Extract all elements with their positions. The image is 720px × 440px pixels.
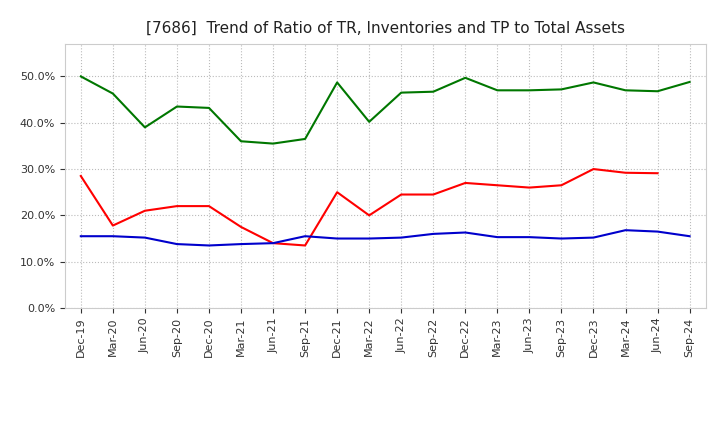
Trade Payables — [397, 90, 405, 95]
Inventories — [621, 227, 630, 233]
Inventories — [140, 235, 149, 240]
Trade Payables — [204, 105, 213, 110]
Line: Inventories: Inventories — [81, 230, 690, 246]
Inventories — [204, 243, 213, 248]
Trade Payables — [269, 141, 277, 146]
Inventories — [653, 229, 662, 234]
Inventories — [397, 235, 405, 240]
Trade Payables — [301, 136, 310, 142]
Line: Trade Receivables: Trade Receivables — [81, 169, 657, 246]
Inventories — [493, 235, 502, 240]
Trade Payables — [237, 139, 246, 144]
Line: Trade Payables: Trade Payables — [81, 77, 690, 143]
Trade Payables — [76, 74, 85, 79]
Trade Receivables — [557, 183, 566, 188]
Inventories — [237, 242, 246, 247]
Inventories — [301, 234, 310, 239]
Trade Receivables — [237, 224, 246, 230]
Trade Receivables — [429, 192, 438, 197]
Inventories — [333, 236, 341, 241]
Trade Payables — [109, 91, 117, 96]
Inventories — [589, 235, 598, 240]
Trade Receivables — [653, 171, 662, 176]
Title: [7686]  Trend of Ratio of TR, Inventories and TP to Total Assets: [7686] Trend of Ratio of TR, Inventories… — [145, 21, 625, 36]
Trade Payables — [653, 88, 662, 94]
Trade Payables — [557, 87, 566, 92]
Inventories — [557, 236, 566, 241]
Trade Receivables — [525, 185, 534, 190]
Trade Payables — [140, 125, 149, 130]
Trade Payables — [461, 75, 469, 81]
Trade Receivables — [461, 180, 469, 186]
Trade Receivables — [301, 243, 310, 248]
Trade Payables — [173, 104, 181, 109]
Trade Receivables — [397, 192, 405, 197]
Inventories — [269, 241, 277, 246]
Trade Payables — [365, 119, 374, 125]
Trade Receivables — [204, 203, 213, 209]
Trade Receivables — [589, 166, 598, 172]
Trade Payables — [685, 79, 694, 84]
Inventories — [685, 234, 694, 239]
Trade Payables — [525, 88, 534, 93]
Trade Payables — [621, 88, 630, 93]
Trade Receivables — [140, 208, 149, 213]
Trade Receivables — [269, 241, 277, 246]
Inventories — [76, 234, 85, 239]
Inventories — [173, 242, 181, 247]
Trade Payables — [333, 80, 341, 85]
Trade Receivables — [333, 190, 341, 195]
Inventories — [525, 235, 534, 240]
Inventories — [461, 230, 469, 235]
Trade Receivables — [76, 173, 85, 179]
Trade Receivables — [621, 170, 630, 176]
Trade Receivables — [365, 213, 374, 218]
Trade Receivables — [109, 223, 117, 228]
Trade Payables — [493, 88, 502, 93]
Inventories — [429, 231, 438, 237]
Trade Payables — [589, 80, 598, 85]
Trade Payables — [429, 89, 438, 94]
Inventories — [365, 236, 374, 241]
Trade Receivables — [173, 203, 181, 209]
Inventories — [109, 234, 117, 239]
Trade Receivables — [493, 183, 502, 188]
